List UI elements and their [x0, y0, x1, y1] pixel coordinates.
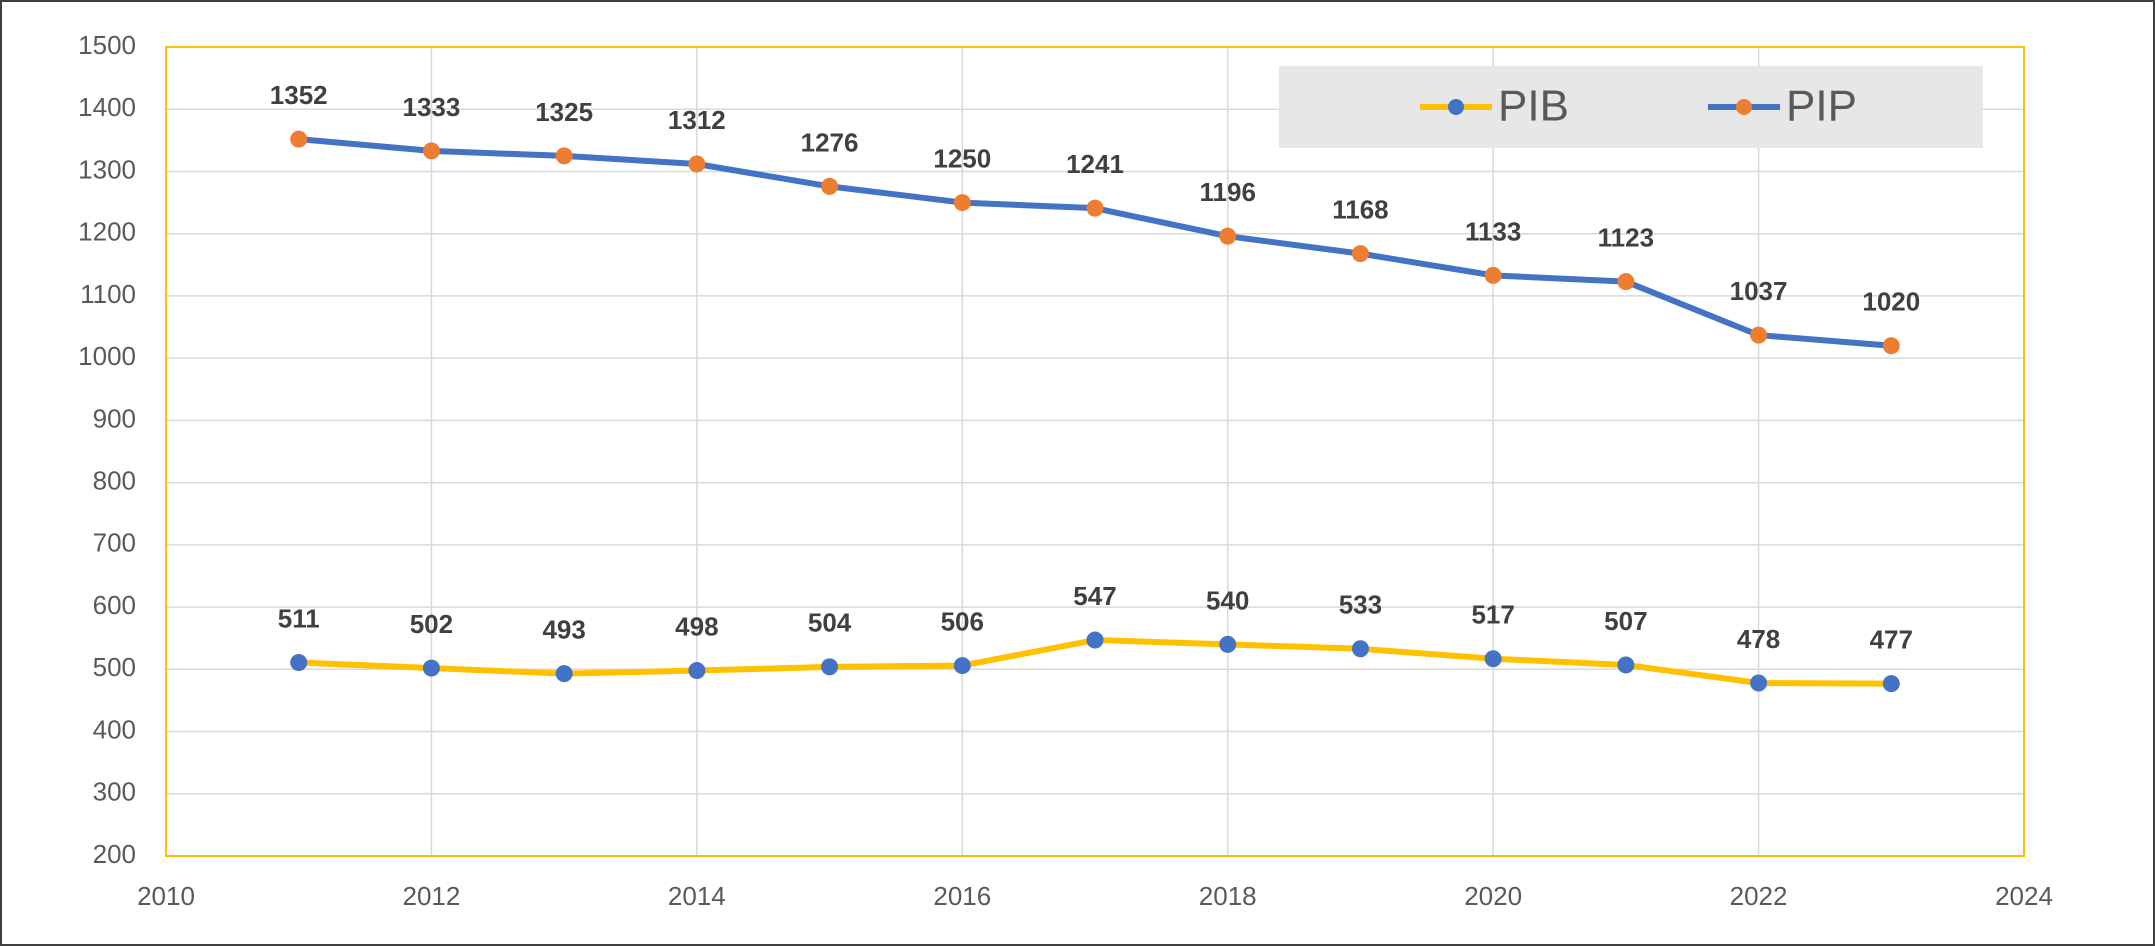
y-tick-label: 200	[93, 839, 136, 869]
point	[422, 659, 440, 677]
plot-border	[165, 46, 2025, 857]
x-tick-label: 2016	[933, 881, 991, 911]
y-tick-label: 1200	[78, 217, 136, 247]
x-tick-label: 2024	[1995, 881, 2053, 911]
y-tick-label: 700	[93, 528, 136, 558]
legend-marker	[1448, 99, 1464, 115]
point	[1219, 227, 1237, 245]
point	[1484, 650, 1502, 668]
point	[1617, 273, 1635, 291]
data-label: 1168	[1332, 194, 1388, 224]
data-label: 1020	[1862, 287, 1920, 317]
point	[555, 147, 573, 165]
point	[1882, 675, 1900, 693]
data-label: 504	[808, 608, 852, 638]
data-label: 540	[1206, 585, 1249, 615]
point	[1086, 631, 1104, 649]
point	[422, 142, 440, 160]
point	[555, 665, 573, 683]
point	[1617, 656, 1635, 674]
y-tick-label: 1300	[78, 154, 136, 184]
x-tick-label: 2014	[668, 881, 726, 911]
x-tick-label: 2010	[137, 881, 195, 911]
point	[821, 177, 839, 195]
y-tick-label: 500	[93, 652, 136, 682]
x-tick-label: 2022	[1730, 881, 1788, 911]
data-label: 1133	[1465, 216, 1521, 246]
y-tick-label: 1000	[78, 341, 136, 371]
point	[688, 155, 706, 173]
x-tick-label: 2012	[403, 881, 461, 911]
point	[1219, 635, 1237, 653]
point	[821, 658, 839, 676]
y-tick-label: 1500	[78, 30, 136, 60]
data-label: 1196	[1200, 177, 1256, 207]
data-label: 1250	[933, 143, 991, 173]
point	[1086, 199, 1104, 217]
data-label: 493	[542, 615, 585, 645]
legend-label: PIB	[1498, 82, 1569, 131]
data-label: 1276	[801, 127, 859, 157]
y-tick-label: 400	[93, 714, 136, 744]
point	[953, 194, 971, 212]
legend-marker	[1736, 99, 1752, 115]
point	[1750, 326, 1768, 344]
x-tick-label: 2018	[1199, 881, 1257, 911]
data-label: 533	[1339, 590, 1382, 620]
legend-box	[1279, 66, 1983, 148]
point	[688, 662, 706, 680]
y-tick-label: 800	[93, 465, 136, 495]
point	[290, 130, 308, 148]
legend-label: PIP	[1786, 82, 1857, 131]
point	[290, 653, 308, 671]
data-label: 507	[1604, 606, 1647, 636]
data-label: 517	[1471, 600, 1514, 630]
data-label: 1352	[270, 80, 328, 110]
data-label: 1312	[668, 105, 726, 135]
data-label: 1241	[1066, 149, 1124, 179]
data-label: 478	[1737, 624, 1780, 654]
data-label: 1325	[535, 97, 593, 127]
data-label: 547	[1073, 581, 1116, 611]
data-label: 1037	[1730, 276, 1788, 306]
x-tick-label: 2020	[1464, 881, 1522, 911]
y-tick-label: 1400	[78, 92, 136, 122]
point	[1750, 674, 1768, 692]
data-label: 1123	[1598, 222, 1654, 252]
y-tick-label: 600	[93, 590, 136, 620]
y-tick-label: 1100	[80, 279, 136, 309]
data-label: 498	[675, 611, 718, 641]
point	[1484, 266, 1502, 284]
point	[1351, 640, 1369, 658]
data-label: 502	[410, 609, 453, 639]
data-label: 506	[941, 606, 984, 636]
data-label: 1333	[403, 92, 461, 122]
data-label: 511	[278, 603, 320, 633]
y-tick-label: 300	[93, 777, 136, 807]
data-label: 477	[1870, 624, 1913, 654]
point	[1882, 337, 1900, 355]
point	[1351, 245, 1369, 263]
y-tick-label: 900	[93, 403, 136, 433]
point	[953, 657, 971, 675]
